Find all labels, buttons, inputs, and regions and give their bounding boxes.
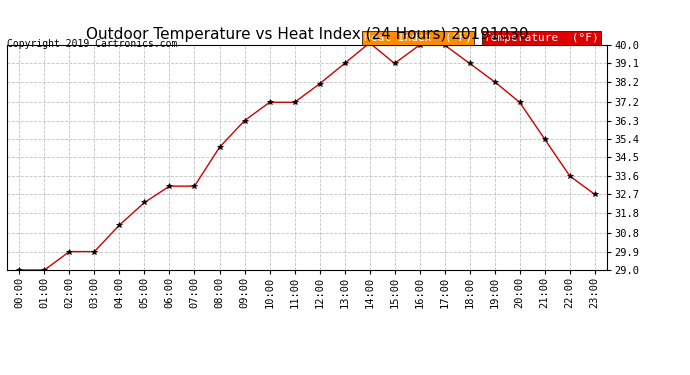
- Text: Heat Index  (°F): Heat Index (°F): [364, 33, 472, 43]
- Text: Copyright 2019 Cartronics.com: Copyright 2019 Cartronics.com: [7, 39, 177, 50]
- Text: Temperature  (°F): Temperature (°F): [484, 33, 599, 43]
- Title: Outdoor Temperature vs Heat Index (24 Hours) 20191030: Outdoor Temperature vs Heat Index (24 Ho…: [86, 27, 529, 42]
